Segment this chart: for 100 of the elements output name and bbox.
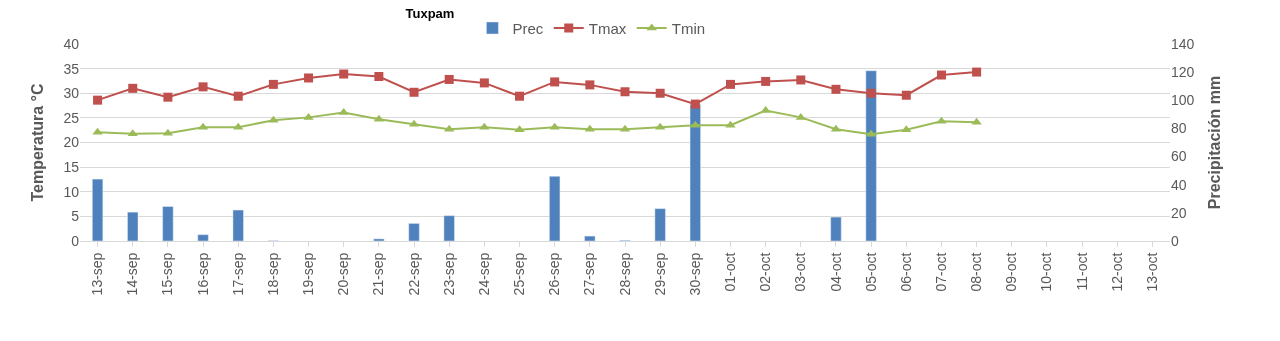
bar <box>830 216 842 241</box>
x-tick-label: 08-oct <box>968 252 985 292</box>
point <box>268 115 279 123</box>
x-tick-label: 30-sep <box>686 252 703 296</box>
x-tick-label: 13-oct <box>1143 252 1160 292</box>
x-tick-label: 15-sep <box>159 252 176 296</box>
point <box>374 72 384 82</box>
point <box>550 77 560 87</box>
x-tick-label: 04-oct <box>827 252 844 292</box>
point <box>971 117 982 125</box>
legend-label: Tmax <box>588 19 627 37</box>
y-tick-label: 30 <box>63 85 80 102</box>
legend-label: Prec <box>512 19 544 37</box>
point <box>831 84 841 94</box>
x-tick-label: 06-oct <box>897 252 914 292</box>
point <box>444 74 454 84</box>
legend-label: Tmin <box>671 19 706 37</box>
chart-title: Tuxpam <box>405 5 455 21</box>
point <box>725 79 735 89</box>
y-tick-label: 25 <box>63 109 80 126</box>
x-tick-label: 10-oct <box>1038 252 1055 292</box>
y-axis-title: Temperatura °C <box>29 82 47 202</box>
y-tick-label: 40 <box>63 35 80 52</box>
y-tick-label: 5 <box>71 208 80 225</box>
x-tick-label: 07-oct <box>933 252 949 292</box>
x-tick-label: 16-sep <box>194 252 211 296</box>
point <box>585 80 595 90</box>
point <box>690 120 701 128</box>
y2-tick-label: 20 <box>1171 204 1187 221</box>
bar <box>127 211 139 241</box>
point <box>128 83 138 93</box>
x-tick-label: 12-oct <box>1108 252 1125 292</box>
point <box>796 75 806 85</box>
point <box>339 69 349 79</box>
bar <box>197 234 209 241</box>
point <box>936 116 947 124</box>
bar <box>373 238 385 241</box>
x-tick-label: 29-sep <box>651 252 668 296</box>
x-tick-label: 23-sep <box>440 252 457 296</box>
point <box>409 87 419 97</box>
x-tick-label: 05-oct <box>862 252 879 292</box>
bar <box>549 176 561 241</box>
point <box>866 88 876 98</box>
point <box>655 88 665 98</box>
y2-tick-label: 140 <box>1171 35 1195 52</box>
point <box>936 70 946 80</box>
x-tick-label: 26-sep <box>546 252 563 296</box>
point <box>163 92 173 102</box>
x-tick-label: 18-sep <box>264 252 281 296</box>
y2-tick-label: 40 <box>1171 176 1187 193</box>
bar <box>232 209 244 241</box>
x-tick-label: 28-sep <box>616 252 633 296</box>
y2-tick-label: 100 <box>1171 92 1195 109</box>
bar <box>92 178 104 241</box>
x-tick-label: 17-sep <box>229 252 246 296</box>
x-tick-label: 21-sep <box>370 252 387 296</box>
x-tick-label: 09-oct <box>1003 252 1020 292</box>
bar <box>654 208 666 241</box>
bar <box>689 104 701 241</box>
x-tick-label: 03-oct <box>792 252 809 292</box>
x-tick-label: 02-oct <box>757 252 774 292</box>
point <box>515 91 525 101</box>
x-tick-label: 24-sep <box>475 252 492 296</box>
point <box>479 78 489 88</box>
x-tick-label: 19-sep <box>300 252 317 296</box>
point <box>338 107 349 115</box>
y-tick-label: 10 <box>63 183 80 200</box>
y-tick-label: 0 <box>71 232 80 249</box>
bar <box>162 206 174 241</box>
point <box>233 91 243 101</box>
point <box>761 76 771 86</box>
x-tick-label: 25-sep <box>511 252 528 296</box>
point <box>690 99 700 109</box>
y2-axis-title: Precipitación mm <box>1206 75 1224 210</box>
point <box>725 120 736 128</box>
x-tick-label: 14-sep <box>124 252 141 296</box>
y-tick-label: 15 <box>63 159 80 176</box>
bar <box>865 70 877 241</box>
point <box>268 79 278 89</box>
x-tick-label: 11-oct <box>1073 252 1090 291</box>
y2-tick-label: 60 <box>1171 148 1187 165</box>
x-tick-label: 22-sep <box>405 252 422 296</box>
point <box>93 95 103 105</box>
point <box>198 82 208 92</box>
y-tick-label: 20 <box>63 134 80 151</box>
y-tick-label: 35 <box>63 60 80 77</box>
point <box>620 87 630 97</box>
bar <box>408 223 420 241</box>
point <box>760 105 771 113</box>
y2-tick-label: 0 <box>1171 232 1179 249</box>
point <box>303 112 314 120</box>
x-tick-label: 13-sep <box>89 252 106 296</box>
point <box>972 67 982 77</box>
x-tick-label: 01-oct <box>722 252 739 292</box>
x-tick-label: 20-sep <box>335 252 352 296</box>
y2-tick-label: 120 <box>1171 64 1195 81</box>
point <box>304 73 314 83</box>
y2-tick-label: 80 <box>1171 120 1187 137</box>
bar <box>584 235 596 241</box>
point <box>901 90 911 100</box>
